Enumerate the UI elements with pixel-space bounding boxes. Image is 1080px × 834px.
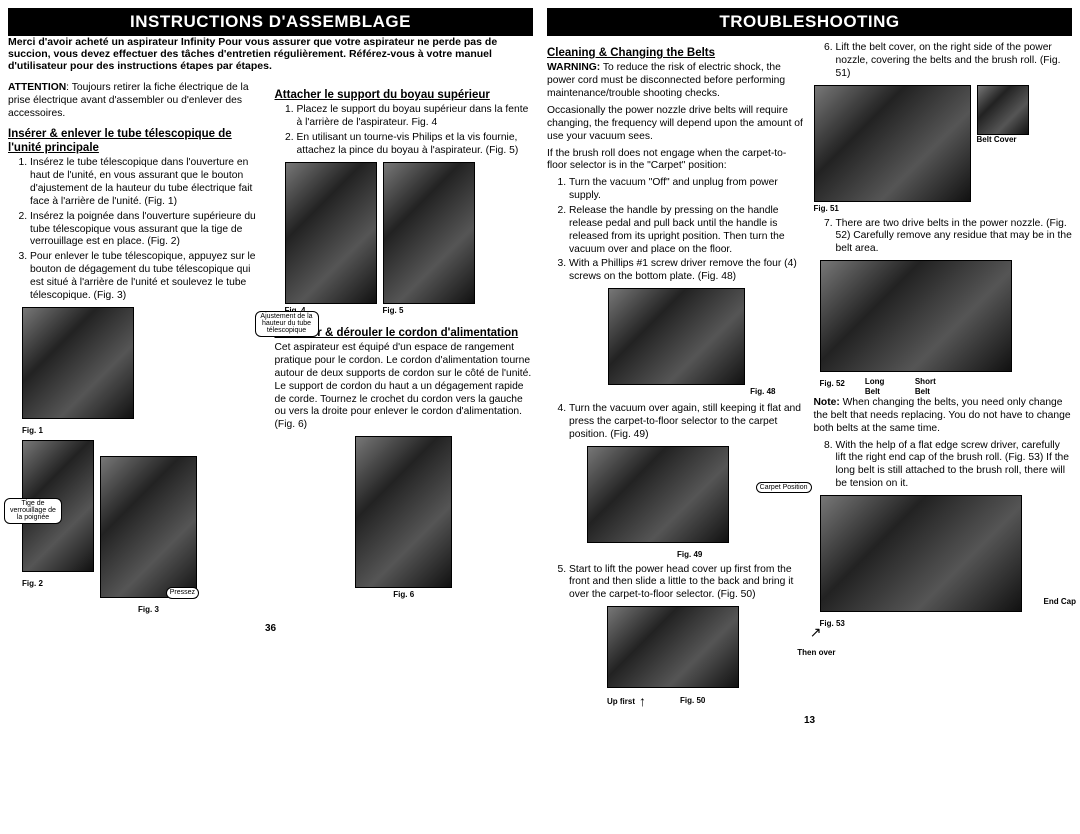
fig3-wrap: Pressez Fig. 3 <box>100 456 197 619</box>
list-item: Lift the belt cover, on the right side o… <box>836 42 1073 81</box>
left-col-1: ATTENTION: Toujours retirer la fiche éle… <box>8 82 267 619</box>
list-belts-4: Turn the vacuum over again, still keepin… <box>547 403 806 442</box>
fig49-wrap: Carpet Position Fig. 49 <box>587 446 806 560</box>
list-item: Start to lift the power head cover up fi… <box>569 564 806 603</box>
heading-hose: Attacher le support du boyau supérieur <box>275 88 534 102</box>
list-item: Placez le support du boyau supérieur dan… <box>297 104 534 130</box>
list-item: Pour enlever le tube télescopique, appuy… <box>30 251 267 302</box>
fig53-caption: Fig. 53 <box>820 619 1073 629</box>
fig49-callout: Carpet Position <box>756 482 812 493</box>
right-columns: Cleaning & Changing the Belts WARNING: T… <box>547 40 1072 711</box>
list-item: Turn the vacuum "Off" and unplug from po… <box>569 177 806 203</box>
right-col-2: Lift the belt cover, on the right side o… <box>814 40 1073 711</box>
attention-label: ATTENTION <box>8 82 66 93</box>
right-page-number: 13 <box>547 715 1072 726</box>
fig2-wrap: Tige de verrouillage de la poignée Fig. … <box>8 440 94 593</box>
fig1-callout: Ajustement de la hauteur du tube télesco… <box>255 311 319 337</box>
right-col-1: Cleaning & Changing the Belts WARNING: T… <box>547 40 806 711</box>
fig50-wrap: Then over ↗ Up first ↑ Fig. 50 <box>607 606 806 710</box>
list-item: Release the handle by pressing on the ha… <box>569 205 806 256</box>
fig53-callout: End Cap <box>1044 597 1076 607</box>
list-belts-5: Start to lift the power head cover up fi… <box>547 564 806 603</box>
fig53-image <box>820 495 1022 612</box>
fig4-stack: Fig. 4 <box>285 162 377 320</box>
list-belts-8: With the help of a flat edge screw drive… <box>814 440 1073 491</box>
list-hose: Placez le support du boyau supérieur dan… <box>275 104 534 157</box>
left-page-number: 36 <box>8 623 533 634</box>
fig3-image <box>100 456 197 598</box>
fig6-image <box>355 436 452 588</box>
fig3-callout: Pressez <box>166 587 199 598</box>
fig1-caption: Fig. 1 <box>22 426 267 436</box>
left-banner: INSTRUCTIONS D'ASSEMBLAGE <box>8 8 533 36</box>
fig52-image <box>820 260 1012 372</box>
list-item: Turn the vacuum over again, still keepin… <box>569 403 806 442</box>
fig50-label-up: Up first <box>607 697 635 707</box>
attention-para: ATTENTION: Toujours retirer la fiche éle… <box>8 82 267 121</box>
list-item: With a Phillips #1 screw driver remove t… <box>569 258 806 284</box>
fig49-image <box>587 446 729 543</box>
left-col-2: Attacher le support du boyau supérieur P… <box>275 82 534 619</box>
cord-para: Cet aspirateur est équipé d'un espace de… <box>275 342 534 432</box>
fig50-image <box>607 606 739 688</box>
warning-para: WARNING: To reduce the risk of electric … <box>547 62 806 101</box>
note-label: Note: <box>814 397 840 408</box>
right-page: TROUBLESHOOTING Cleaning & Changing the … <box>547 8 1072 726</box>
fig6-caption: Fig. 6 <box>393 590 414 600</box>
fig6-stack: Fig. 6 <box>275 436 534 604</box>
fig23-row: Tige de verrouillage de la poignée Fig. … <box>8 440 267 619</box>
fig49-caption: Fig. 49 <box>677 550 806 560</box>
list-belts-6: Lift the belt cover, on the right side o… <box>814 42 1073 81</box>
fig1-image <box>22 307 134 419</box>
list-item: With the help of a flat edge screw drive… <box>836 440 1073 491</box>
heading-tube: Insérer & enlever le tube télescopique d… <box>8 127 267 156</box>
note-para: Note: When changing the belts, you need … <box>814 397 1073 436</box>
fig2-callout: Tige de verrouillage de la poignée <box>4 498 62 524</box>
fig50-caption: Fig. 50 <box>680 696 705 706</box>
arrow-up-icon: ↑ <box>639 693 646 711</box>
fig5-caption: Fig. 5 <box>383 306 404 316</box>
list-belts-7: There are two drive belts in the power n… <box>814 218 1073 257</box>
note-text: When changing the belts, you need only c… <box>814 397 1071 434</box>
belts-para2: If the brush roll does not engage when t… <box>547 148 806 174</box>
list-item: Insérez la poignée dans l'ouverture supé… <box>30 211 267 250</box>
fig5-image <box>383 162 475 304</box>
right-banner: TROUBLESHOOTING <box>547 8 1072 36</box>
fig51-caption: Fig. 51 <box>814 204 1073 214</box>
fig52-label-long: Long Belt <box>865 377 895 397</box>
fig52-wrap: Fig. 52 Long Belt Short Belt <box>820 260 1073 397</box>
belts-para1: Occasionally the power nozzle drive belt… <box>547 105 806 144</box>
fig3-caption: Fig. 3 <box>100 605 197 615</box>
fig48-stack: Fig. 48 <box>547 288 806 401</box>
fig52-label-short: Short Belt <box>915 377 945 397</box>
list-item: There are two drive belts in the power n… <box>836 218 1073 257</box>
fig51-wrap: Belt Cover Fig. 51 <box>814 85 1073 214</box>
left-intro: Merci d'avoir acheté un aspirateur Infin… <box>8 36 533 72</box>
fig48-caption: Fig. 48 <box>750 387 775 397</box>
fig53-wrap: End Cap Fig. 53 <box>820 495 1073 629</box>
list-belts: Turn the vacuum "Off" and unplug from po… <box>547 177 806 284</box>
warning-label: WARNING: <box>547 62 600 73</box>
list-tube: Insérez le tube télescopique dans l'ouve… <box>8 157 267 302</box>
left-page: INSTRUCTIONS D'ASSEMBLAGE Merci d'avoir … <box>8 8 533 726</box>
fig5-stack: Fig. 5 <box>383 162 475 320</box>
fig4-image <box>285 162 377 304</box>
left-columns: ATTENTION: Toujours retirer la fiche éle… <box>8 82 533 619</box>
list-item: Insérez le tube télescopique dans l'ouve… <box>30 157 267 208</box>
fig51-callout: Belt Cover <box>977 135 1017 145</box>
heading-belts: Cleaning & Changing the Belts <box>547 46 806 60</box>
fig51-image <box>814 85 971 202</box>
fig48-image <box>608 288 745 385</box>
list-item: En utilisant un tourne-vis Philips et la… <box>297 132 534 158</box>
fig1-wrap: Ajustement de la hauteur du tube télesco… <box>22 307 267 436</box>
fig52-caption: Fig. 52 <box>820 379 845 389</box>
fig45-row: Fig. 4 Fig. 5 <box>285 162 534 320</box>
fig2-caption: Fig. 2 <box>22 579 94 589</box>
fig51-inset-image <box>977 85 1029 135</box>
fig50-label-then: Then over <box>797 648 835 658</box>
